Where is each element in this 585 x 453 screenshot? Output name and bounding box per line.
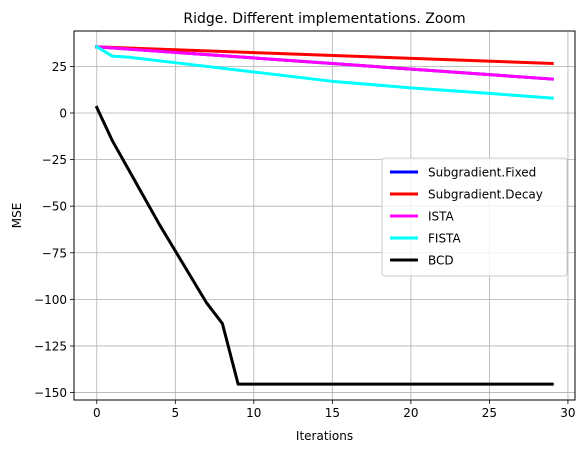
y-tick-label: −125 (34, 339, 67, 353)
x-axis-label: Iterations (296, 429, 353, 443)
series-lines (94, 44, 554, 386)
x-tick-label: 5 (171, 406, 179, 420)
x-tick-label: 25 (482, 406, 497, 420)
chart-title: Ridge. Different implementations. Zoom (183, 11, 465, 27)
legend-label: FISTA (428, 232, 461, 246)
y-tick-label: −100 (34, 293, 67, 307)
x-tick-label: 20 (403, 406, 418, 420)
series-line-subgradient-decay (95, 45, 554, 65)
legend-label: ISTA (428, 210, 455, 224)
y-tick-label: −25 (42, 153, 67, 167)
y-tick-label: 25 (52, 60, 67, 74)
legend-box (381, 157, 568, 277)
x-tick-label: 15 (325, 406, 340, 420)
plot-frame (73, 30, 576, 401)
ticks: 0 5 10 15 20 25 30 −150 −125 −100 −75 −50 −25 0 25 (34, 60, 576, 420)
y-tick-label: −150 (34, 386, 67, 400)
x-tick-label: 30 (560, 406, 575, 420)
y-axis-label: MSE (10, 203, 24, 229)
series-line-bcd (94, 105, 554, 386)
y-tick-label: −75 (42, 246, 67, 260)
y-tick-label: −50 (42, 200, 67, 214)
legend: Subgradient.Fixed Subgradient.Decay ISTA FI… (381, 157, 568, 277)
x-tick-label: 0 (93, 406, 101, 420)
series-line-ista (95, 45, 554, 81)
legend-label: Subgradient.Decay (428, 188, 543, 202)
legend-label: BCD (428, 254, 454, 268)
legend-label: Subgradient.Fixed (428, 166, 536, 180)
x-tick-label: 10 (246, 406, 261, 420)
series-line-fista (94, 44, 554, 100)
y-tick-label: 0 (59, 107, 67, 121)
